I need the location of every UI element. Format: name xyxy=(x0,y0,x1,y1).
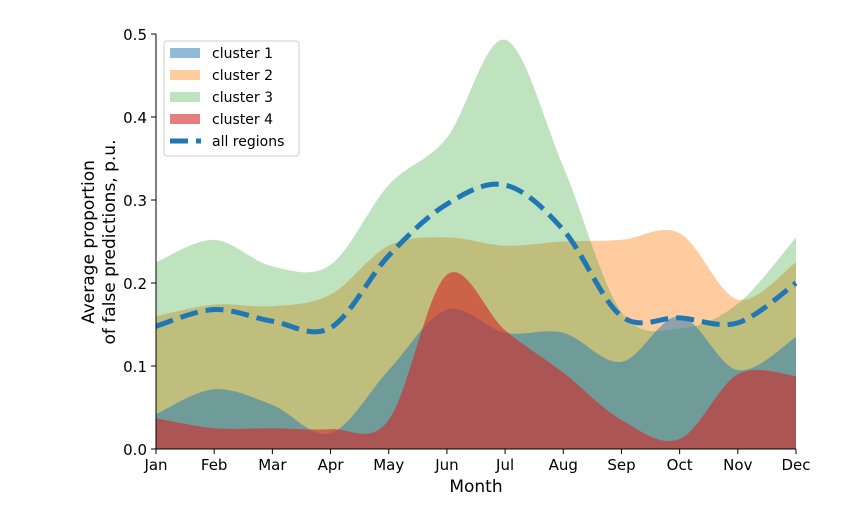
x-tick-label: Sep xyxy=(607,456,635,474)
legend-label-all-regions: all regions xyxy=(212,134,284,150)
y-tick-label: 0.0 xyxy=(123,441,147,459)
legend-label-cluster-3: cluster 3 xyxy=(212,90,273,106)
x-tick-label: Nov xyxy=(723,456,752,474)
legend-swatch-cluster-2 xyxy=(170,70,200,80)
legend: cluster 1 cluster 2 cluster 3 cluster 4 all … xyxy=(163,40,300,157)
x-axis-label: Month xyxy=(449,477,502,497)
legend-label-cluster-2: cluster 2 xyxy=(212,68,273,84)
legend-label-cluster-1: cluster 1 xyxy=(212,46,273,62)
legend-swatch-cluster-3 xyxy=(170,92,200,102)
legend-swatch-cluster-1 xyxy=(170,48,200,58)
y-tick-label: 0.2 xyxy=(123,275,147,293)
y-tick-label: 0.1 xyxy=(123,358,147,376)
y-axis-label-line-2: of false predictions, p.u. xyxy=(100,140,120,345)
x-tick-label: Apr xyxy=(318,456,345,474)
x-tick-label: Aug xyxy=(549,456,578,474)
y-tick-label: 0.4 xyxy=(123,109,147,127)
y-tick-label: 0.3 xyxy=(123,192,147,210)
x-tick-label: Feb xyxy=(201,456,228,474)
fill-layer-front xyxy=(156,272,796,449)
x-tick-label: Jun xyxy=(434,456,458,474)
legend-swatch-cluster-4 xyxy=(170,114,200,124)
x-tick-label: Mar xyxy=(258,456,287,474)
y-ticks: 0.0 0.1 0.2 0.3 0.4 0.5 xyxy=(123,26,156,459)
x-tick-label: May xyxy=(373,456,404,474)
legend-frame xyxy=(163,40,300,157)
x-tick-label: Oct xyxy=(667,456,693,474)
x-tick-label: Jan xyxy=(143,456,167,474)
x-tick-label: Dec xyxy=(781,456,810,474)
x-tick-label: Jul xyxy=(495,456,514,474)
y-tick-label: 0.5 xyxy=(123,26,147,44)
x-ticks: Jan Feb Mar Apr May Jun Jul Aug Sep Oct Nov Dec xyxy=(143,449,811,474)
area-cluster-3 xyxy=(156,39,796,449)
area-cluster-4 xyxy=(156,272,796,449)
y-axis-label-line-1: Average proportion xyxy=(79,160,99,324)
legend-label-cluster-4: cluster 4 xyxy=(212,112,273,128)
